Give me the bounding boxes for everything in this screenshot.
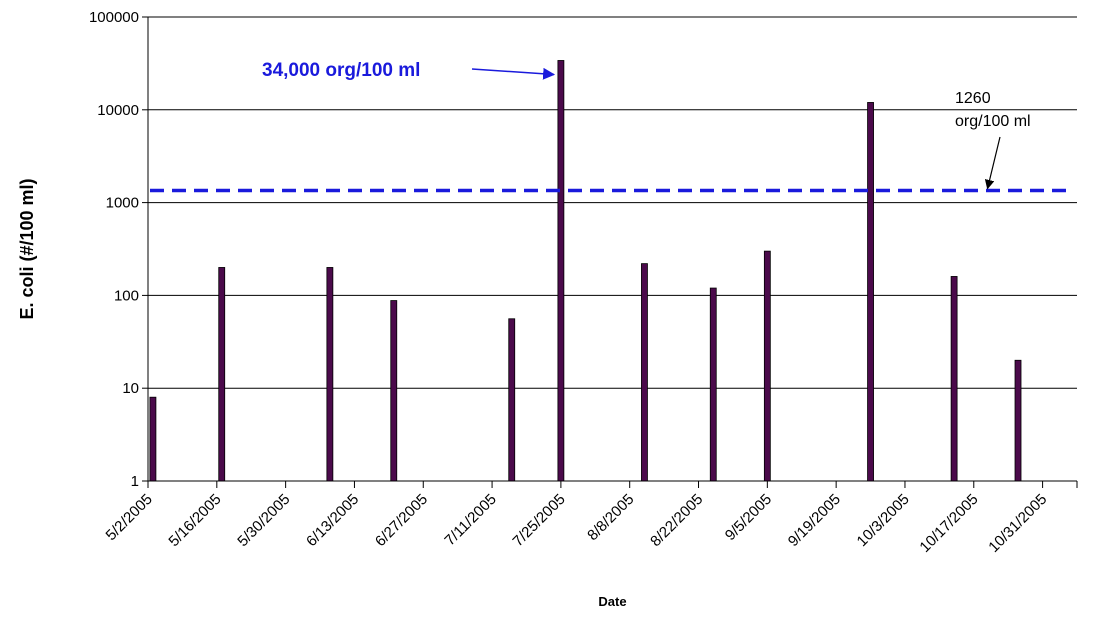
x-tick-label: 10/3/2005 — [854, 491, 913, 550]
x-tick-label: 6/13/2005 — [303, 491, 362, 550]
x-tick-label: 5/2/2005 — [103, 491, 156, 544]
y-tick-label: 10000 — [97, 102, 139, 119]
annotation-threshold-arrow — [984, 136, 1001, 190]
x-tick-label: 7/11/2005 — [441, 491, 499, 549]
bar — [508, 318, 516, 482]
x-tick-label: 8/22/2005 — [647, 491, 706, 550]
x-tick-label: 10/17/2005 — [916, 491, 981, 556]
x-tick-label: 6/27/2005 — [372, 491, 431, 550]
x-tick-label: 5/30/2005 — [234, 491, 293, 550]
y-tick-label: 10 — [122, 380, 139, 397]
x-tick-labels: 5/2/2005 5/16/2005 5/30/2005 6/13/2005 6/27/… — [103, 491, 1051, 556]
y-axis-label: E. coli (#/100 ml) — [17, 178, 37, 319]
x-tick-label: 5/16/2005 — [165, 491, 224, 550]
x-tick-label: 9/5/2005 — [722, 491, 775, 544]
y-tick-label: 1 — [131, 473, 139, 490]
y-tick-labels: 1 10 100 1000 10000 100000 — [89, 9, 139, 490]
annotation-peak: 34,000 org/100 ml — [262, 60, 420, 81]
x-tick-label: 7/25/2005 — [510, 491, 569, 550]
axes — [147, 17, 1078, 488]
annotation-peak-arrow — [471, 67, 556, 80]
bar — [218, 267, 226, 482]
bar — [641, 263, 648, 482]
x-tick-label: 8/8/2005 — [584, 491, 637, 544]
bar — [557, 60, 565, 482]
x-tick-label: 9/19/2005 — [785, 491, 844, 550]
y-tick-label: 1000 — [106, 195, 139, 212]
bar — [950, 276, 958, 482]
gridlines — [142, 16, 1077, 482]
annotation-threshold-unit: org/100 ml — [955, 113, 1031, 130]
bar — [1014, 359, 1022, 482]
y-tick-label: 100000 — [89, 9, 139, 26]
bar — [867, 102, 874, 482]
annotation-threshold-value: 1260 — [955, 90, 991, 107]
y-tick-label: 100 — [114, 287, 139, 304]
x-tick-label: 10/31/2005 — [985, 491, 1050, 556]
bar — [709, 287, 717, 482]
bars — [149, 60, 1022, 482]
x-axis-label: Date — [598, 594, 626, 609]
bar — [763, 250, 771, 482]
bar — [149, 396, 157, 482]
bar — [390, 300, 398, 482]
annotations: 34,000 org/100 ml 1260 org/100 ml — [262, 60, 1031, 190]
bar — [326, 267, 334, 482]
